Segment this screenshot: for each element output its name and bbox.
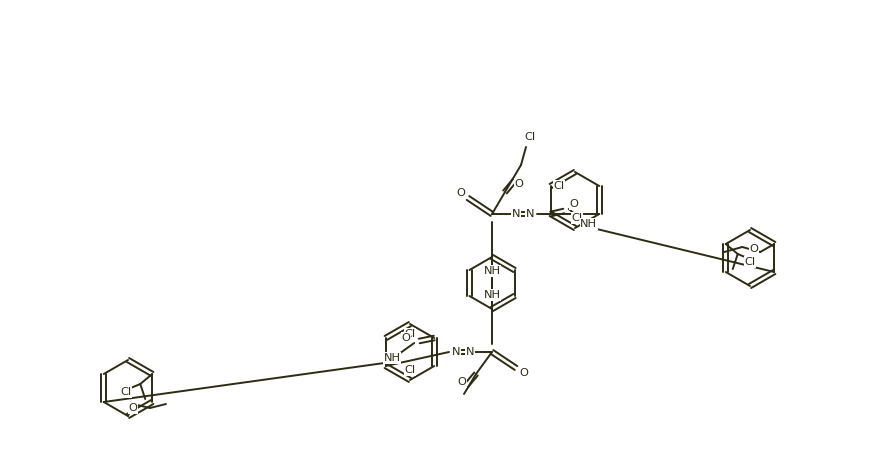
Text: Cl: Cl	[745, 257, 755, 267]
Text: N: N	[452, 347, 460, 357]
Text: O: O	[514, 179, 524, 189]
Text: N: N	[526, 209, 534, 219]
Text: O: O	[569, 199, 578, 209]
Text: O: O	[129, 403, 138, 413]
Text: O: O	[519, 368, 528, 378]
Text: Cl: Cl	[405, 365, 415, 375]
Text: NH: NH	[384, 353, 401, 363]
Text: N: N	[466, 347, 474, 357]
Text: Cl: Cl	[553, 181, 564, 191]
Text: NH: NH	[484, 266, 500, 276]
Text: O: O	[402, 333, 411, 343]
Text: O: O	[457, 377, 466, 387]
Text: O: O	[456, 188, 465, 198]
Text: O: O	[750, 244, 759, 254]
Text: Cl: Cl	[525, 132, 535, 142]
Text: Cl: Cl	[121, 387, 131, 397]
Text: NH: NH	[484, 290, 500, 300]
Text: Cl: Cl	[405, 329, 415, 339]
Text: NH: NH	[580, 219, 597, 229]
Text: N: N	[512, 209, 520, 219]
Text: Cl: Cl	[571, 213, 583, 223]
